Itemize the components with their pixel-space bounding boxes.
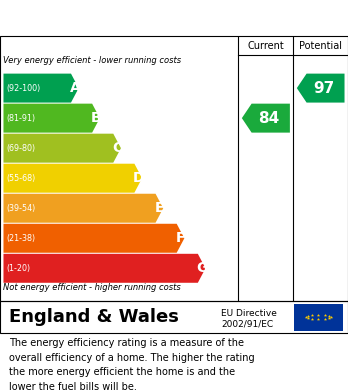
- Text: A: A: [70, 81, 80, 95]
- Polygon shape: [3, 254, 205, 283]
- Text: EU Directive: EU Directive: [221, 309, 277, 318]
- Text: The energy efficiency rating is a measure of the
overall efficiency of a home. T: The energy efficiency rating is a measur…: [9, 338, 254, 391]
- Text: C: C: [112, 141, 122, 155]
- Text: Current: Current: [247, 41, 284, 50]
- Polygon shape: [3, 164, 142, 193]
- Polygon shape: [297, 74, 345, 102]
- Text: England & Wales: England & Wales: [9, 308, 179, 326]
- Text: 2002/91/EC: 2002/91/EC: [221, 320, 273, 329]
- Polygon shape: [242, 104, 290, 133]
- Text: 84: 84: [258, 111, 279, 126]
- Polygon shape: [3, 134, 121, 163]
- Polygon shape: [3, 224, 184, 253]
- Text: Not energy efficient - higher running costs: Not energy efficient - higher running co…: [3, 283, 181, 292]
- Text: Energy Efficiency Rating: Energy Efficiency Rating: [9, 9, 238, 27]
- Text: G: G: [196, 261, 207, 275]
- Polygon shape: [3, 104, 100, 133]
- Text: (55-68): (55-68): [6, 174, 35, 183]
- Text: (69-80): (69-80): [6, 143, 35, 152]
- Text: 97: 97: [313, 81, 334, 96]
- Text: (81-91): (81-91): [6, 114, 35, 123]
- Polygon shape: [3, 74, 79, 102]
- Text: B: B: [90, 111, 101, 125]
- Polygon shape: [3, 194, 163, 223]
- Bar: [294, 304, 343, 330]
- Text: E: E: [155, 201, 164, 215]
- Text: Potential: Potential: [299, 41, 342, 50]
- Text: D: D: [133, 171, 144, 185]
- Text: (1-20): (1-20): [6, 264, 30, 273]
- Text: (92-100): (92-100): [6, 84, 40, 93]
- Text: (21-38): (21-38): [6, 234, 35, 243]
- Text: F: F: [176, 231, 185, 245]
- Text: Very energy efficient - lower running costs: Very energy efficient - lower running co…: [3, 56, 182, 65]
- Text: (39-54): (39-54): [6, 204, 35, 213]
